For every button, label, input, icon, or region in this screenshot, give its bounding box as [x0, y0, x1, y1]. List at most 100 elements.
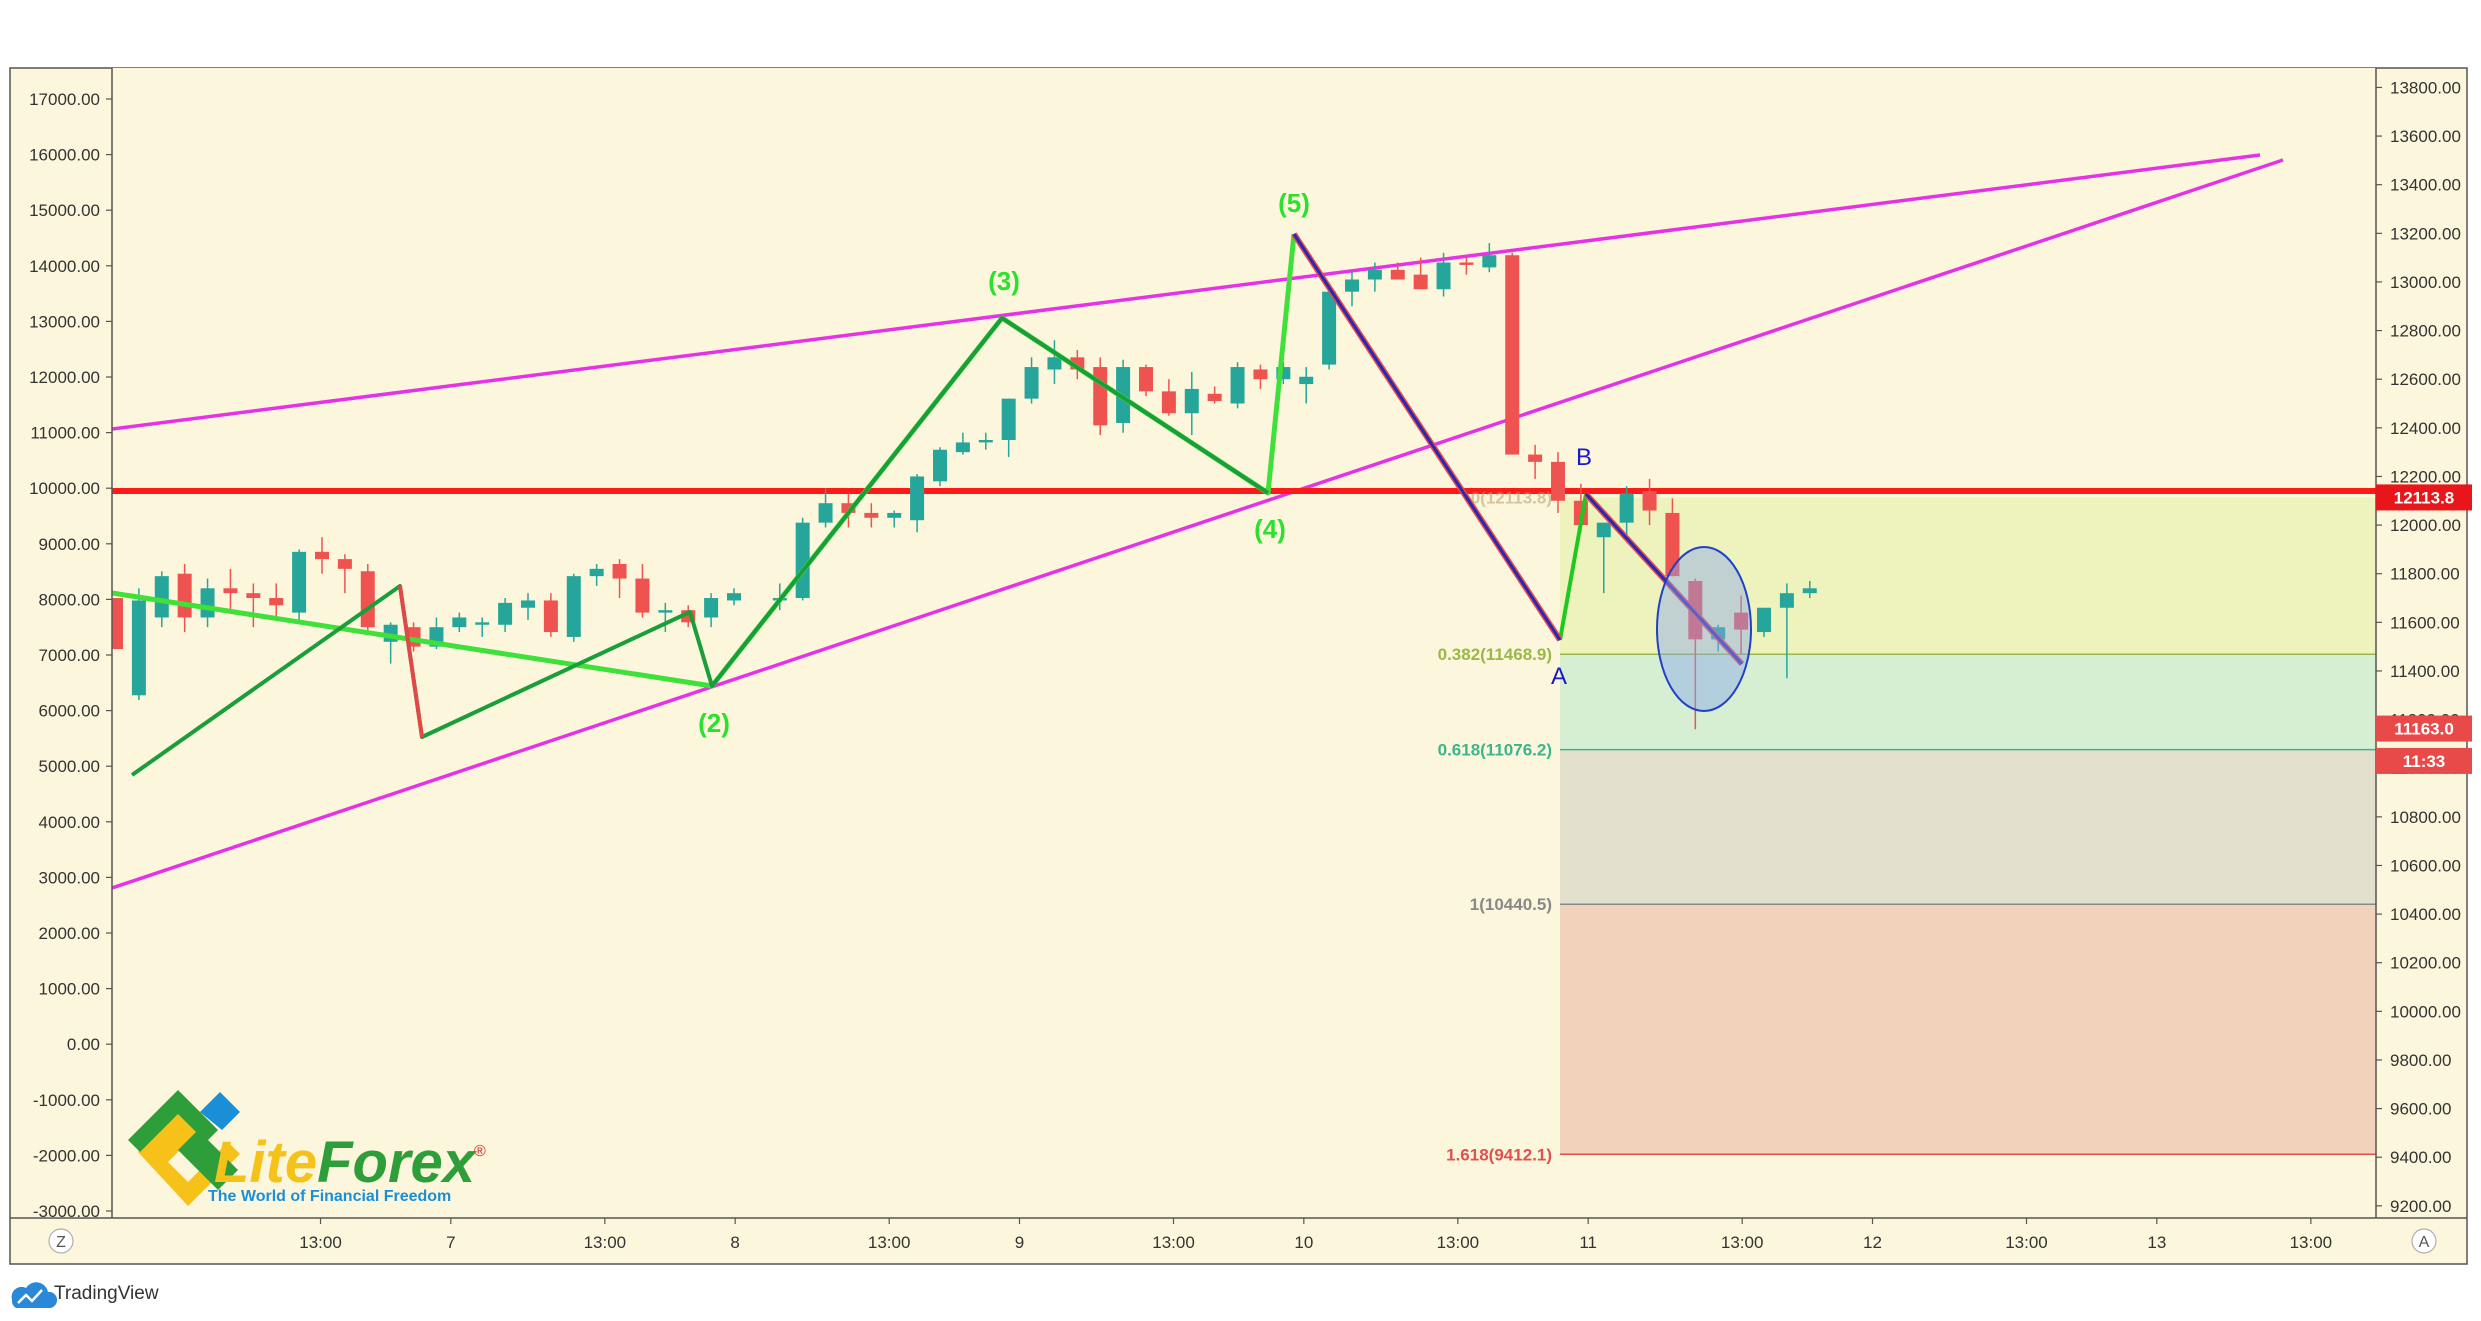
candle-61: [1528, 444, 1543, 479]
candle-51: [1299, 367, 1314, 404]
time-axis-label: 13:00: [1152, 1233, 1195, 1252]
candle-58: [1459, 257, 1474, 275]
candle-49: [1253, 364, 1268, 389]
candle-body: [864, 512, 879, 518]
left-axis-label: 9000.00: [39, 535, 100, 554]
candle-body: [223, 588, 238, 594]
left-axis-label: 2000.00: [39, 924, 100, 943]
candle-46: [1184, 371, 1199, 436]
right-axis-label: 9400.00: [2390, 1148, 2451, 1167]
candle-body: [1550, 461, 1565, 501]
candle-52: [1322, 284, 1337, 370]
candle-body: [520, 600, 535, 608]
candle-21: [589, 563, 604, 586]
candle-body: [1734, 612, 1749, 630]
candle-24: [658, 602, 673, 633]
candle-35: [932, 447, 947, 487]
left-axis-label: -3000.00: [33, 1202, 100, 1221]
right-axis-label: 9600.00: [2390, 1100, 2451, 1119]
right-axis-label: 10600.00: [2390, 856, 2461, 875]
right-axis-label: 10000.00: [2390, 1002, 2461, 1021]
wave-b-to-c: [1584, 492, 1744, 666]
candle-body: [1207, 393, 1222, 402]
candle-65: [1619, 486, 1634, 535]
candle-72: [1779, 583, 1794, 679]
right-axis-label: 13200.00: [2390, 224, 2461, 243]
tradingview-footer[interactable]: TradingView: [11, 1282, 159, 1308]
left-axis-label: 16000.00: [29, 146, 100, 165]
left-corner-button[interactable]: Z: [48, 1228, 74, 1254]
candle-body: [112, 598, 123, 650]
candle-body: [1047, 357, 1062, 370]
candle-42: [1093, 357, 1108, 436]
candle-73: [1802, 581, 1817, 599]
upper-channel-line: [112, 153, 2261, 431]
point-label-a: A: [1551, 663, 1567, 690]
candle-10: [337, 554, 352, 594]
time-axis-label: 8: [730, 1233, 739, 1252]
right-axis-label: 12400.00: [2390, 419, 2461, 438]
fib-label-1: 0.618(11076.2): [1438, 741, 1552, 760]
wave-label-4: (4): [1254, 514, 1286, 544]
candle-body: [452, 617, 467, 628]
candle-8: [292, 549, 307, 623]
candle-66: [1642, 478, 1657, 526]
fib-label-0: 0.382(11468.9): [1438, 645, 1552, 664]
candle-62: [1550, 452, 1565, 513]
candle-body: [177, 573, 192, 618]
left-axis-label: 11000.00: [30, 424, 100, 443]
highlight-ellipse: [1656, 546, 1752, 712]
candle-71: [1756, 607, 1771, 637]
candle-body: [978, 439, 993, 443]
candle-44: [1138, 364, 1153, 397]
time-axis-label: 13:00: [299, 1233, 342, 1252]
candle-body: [1779, 593, 1794, 608]
fib-label-2: 1(10440.5): [1470, 895, 1552, 914]
right-axis-label: 12000.00: [2390, 516, 2461, 535]
candle-29: [795, 517, 810, 601]
liteforex-logo-icon: [128, 1090, 240, 1206]
candle-body: [1619, 493, 1634, 523]
candle-body: [726, 593, 741, 601]
time-axis-label: 13:00: [1721, 1233, 1764, 1252]
candle-33: [887, 510, 902, 528]
candle-60: [1505, 252, 1520, 455]
candle-body: [1642, 491, 1657, 511]
right-axis-label: 11400.00: [2390, 662, 2460, 681]
fib-label-zero: 0(12113.8): [1471, 488, 1552, 507]
time-axis[interactable]: 13:00 7 13:00 8 13:00 9 13:00 10 13:00 11 13:00 12 1…: [299, 1218, 2332, 1252]
logo-registered: ®: [474, 1143, 486, 1160]
right-corner-button[interactable]: A: [2411, 1228, 2437, 1254]
candle-body: [337, 559, 352, 569]
right-axis-label: 9800.00: [2390, 1051, 2451, 1070]
candle-body: [704, 598, 719, 618]
lower-channel-line: [112, 158, 2284, 890]
wave-5-to-a: [1292, 233, 1562, 641]
candle-body: [1665, 512, 1680, 577]
candle-48: [1230, 362, 1245, 409]
time-axis-label: 7: [446, 1233, 455, 1252]
left-axis-label: 4000.00: [39, 813, 100, 832]
time-axis-label: 9: [1015, 1233, 1024, 1252]
time-axis-label: 12: [1863, 1233, 1882, 1252]
candle-body: [955, 442, 970, 453]
candle-32: [864, 503, 879, 528]
right-axis-label: 11800.00: [2390, 565, 2460, 584]
candle-body: [1482, 255, 1497, 268]
candle-body: [1138, 367, 1153, 392]
candle-body: [1161, 391, 1176, 414]
left-axis-label: -2000.00: [33, 1146, 100, 1165]
price-tags: 12113.8 11163.0 11:33: [2376, 484, 2472, 774]
time-axis-label: 13:00: [2290, 1233, 2333, 1252]
candle-26: [704, 593, 719, 628]
price-tag-1: 11163.0: [2376, 715, 2472, 742]
fib-labels: 0.382(11468.9) 0.618(11076.2) 1(10440.5) 1.…: [1438, 488, 1552, 1164]
candle-64: [1596, 522, 1611, 594]
candle-45: [1161, 379, 1176, 416]
candle-27: [726, 588, 741, 606]
candle-body: [932, 449, 947, 482]
left-axis-label: 12000.00: [29, 368, 100, 387]
right-price-axis[interactable]: 13800.00 13600.00 13400.00 13200.00 13000.00…: [2376, 78, 2461, 1216]
candle-body: [475, 622, 490, 625]
left-price-axis[interactable]: 17000.00 16000.00 15000.00 14000.00 13000.00…: [29, 90, 112, 1221]
